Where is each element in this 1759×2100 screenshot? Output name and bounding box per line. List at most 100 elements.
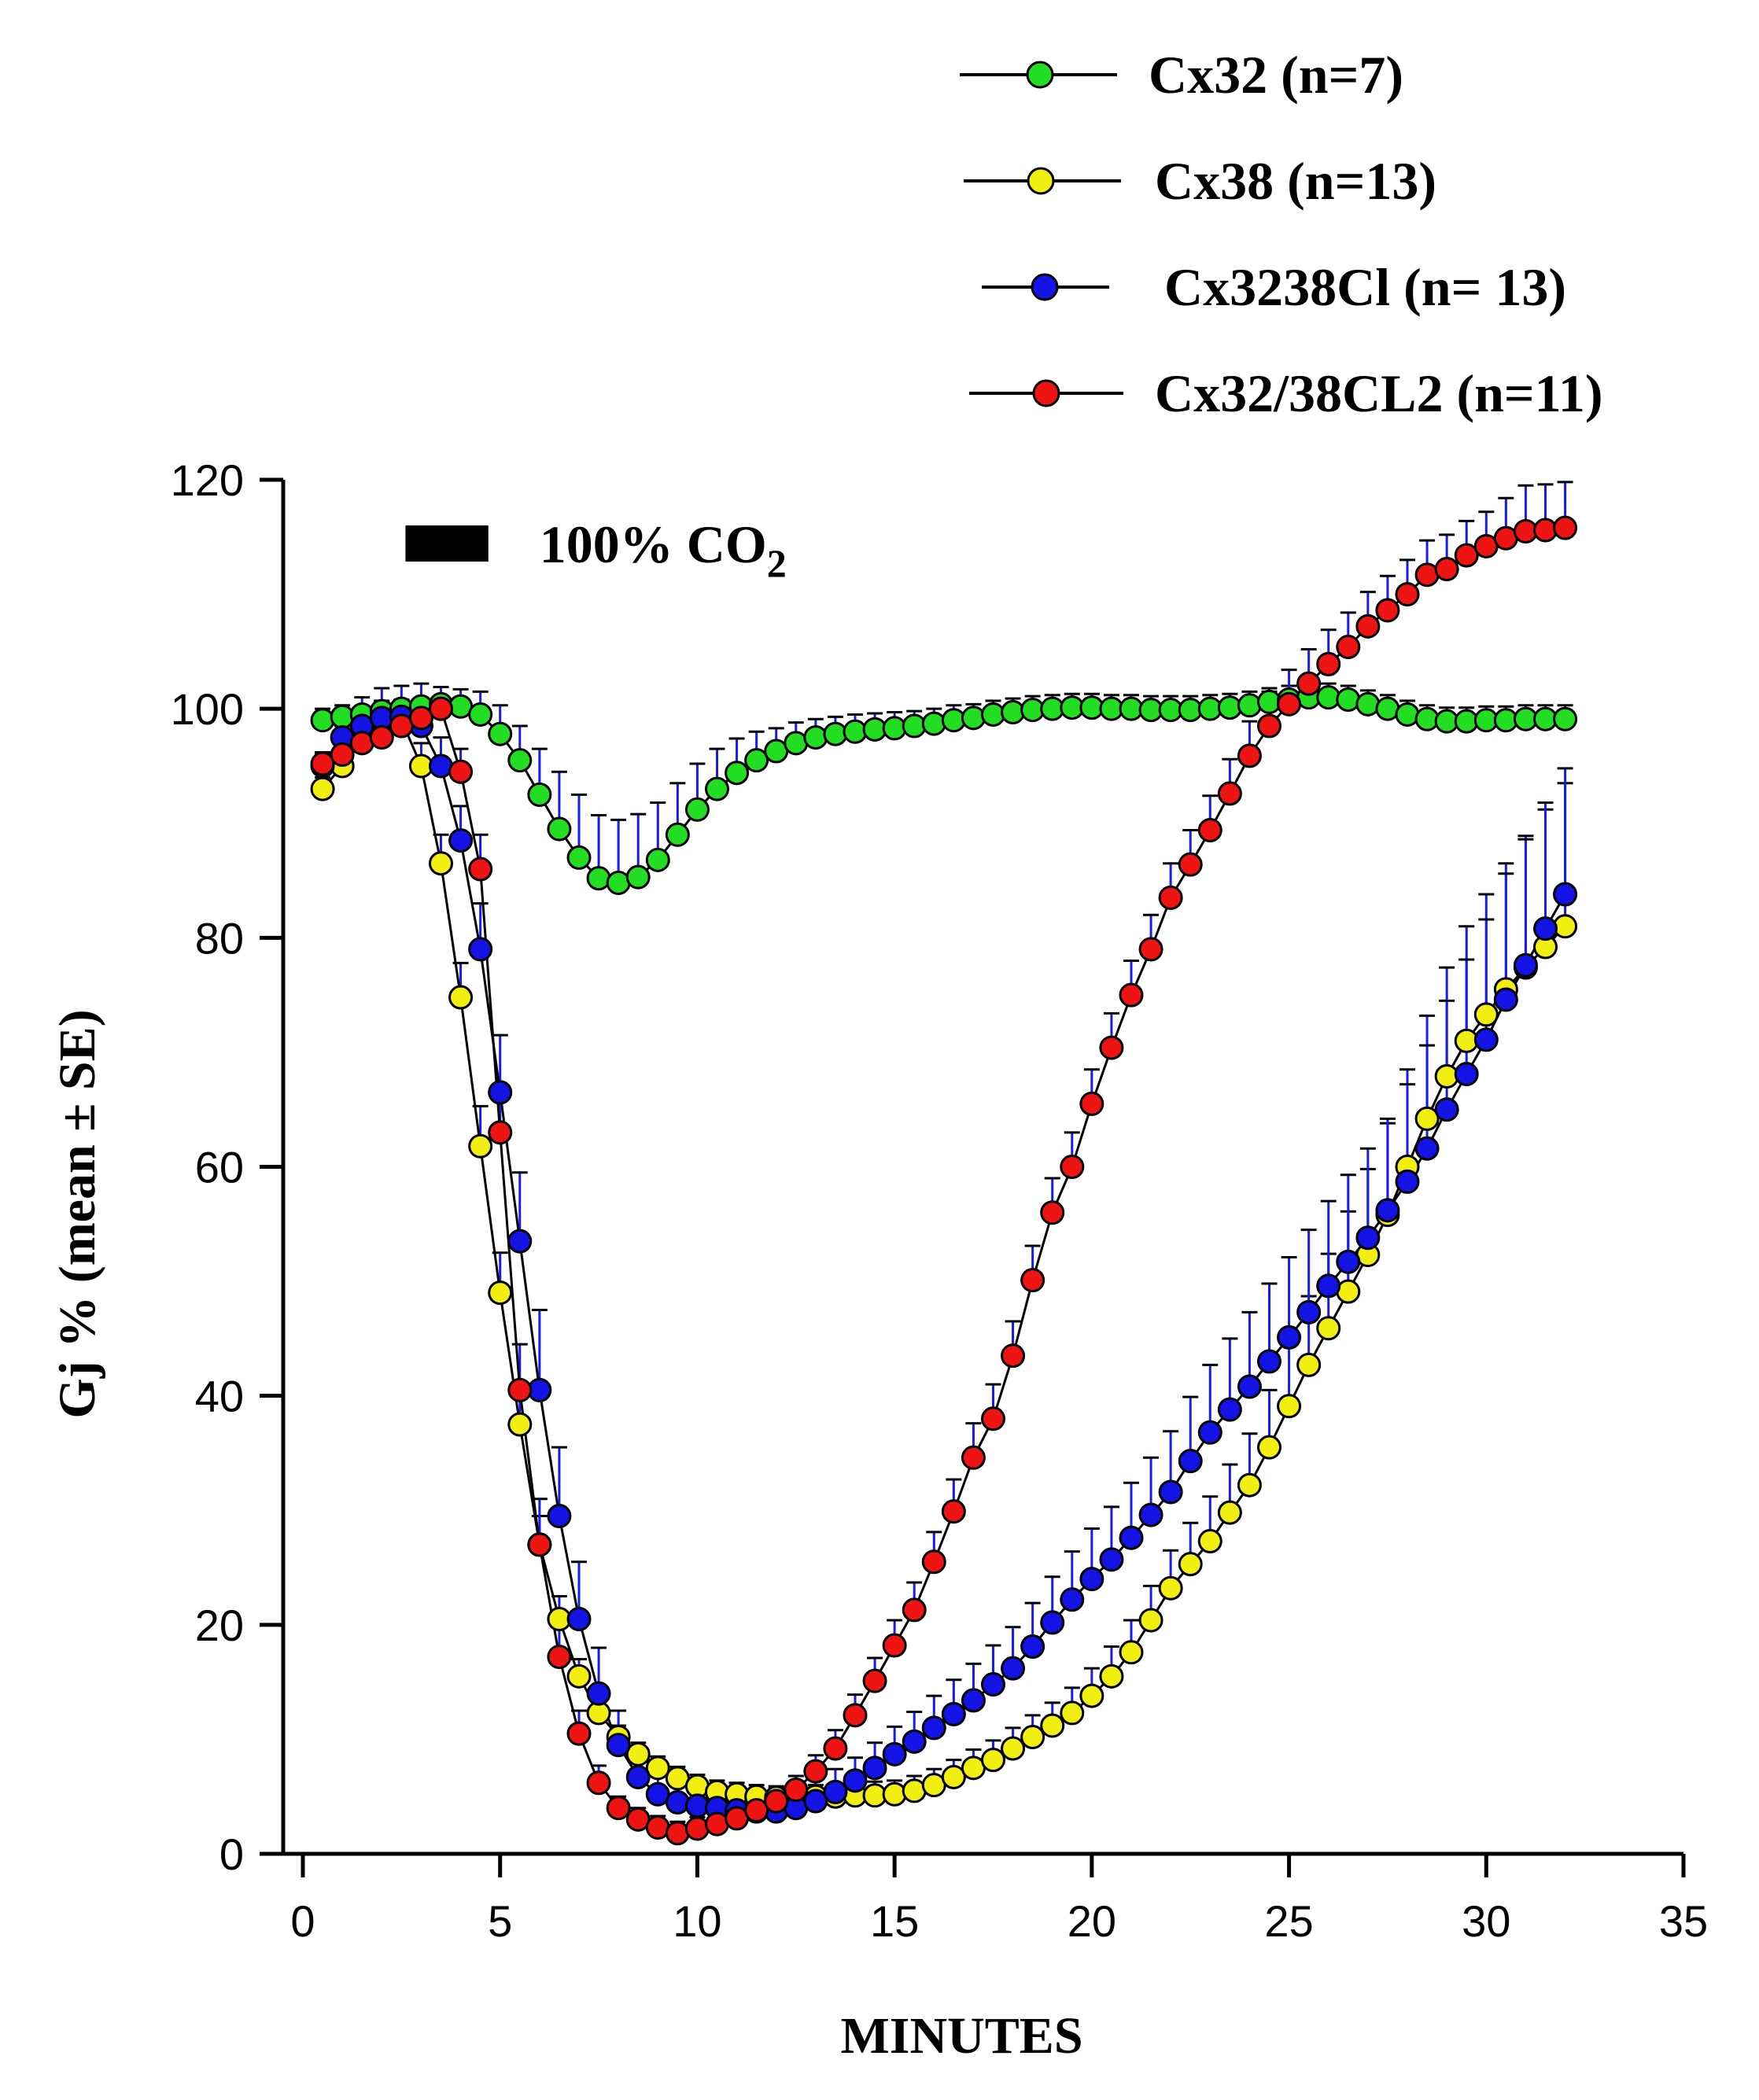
data-point xyxy=(1079,1567,1104,1592)
data-point xyxy=(1296,671,1322,696)
data-point xyxy=(803,1759,828,1784)
data-point xyxy=(468,702,493,727)
legend-marker xyxy=(1031,273,1059,301)
data-point xyxy=(488,1280,513,1306)
data-point xyxy=(1237,743,1262,768)
data-point xyxy=(429,696,453,721)
series-line xyxy=(321,715,1566,1813)
data-point xyxy=(1119,1640,1144,1665)
x-tick-label: 20 xyxy=(1068,1896,1116,1946)
data-point xyxy=(1533,518,1558,543)
y-tick-label: 80 xyxy=(195,913,244,963)
data-point xyxy=(1237,1472,1262,1498)
data-point xyxy=(862,1756,887,1781)
data-point xyxy=(448,985,474,1010)
data-point xyxy=(448,759,474,784)
data-point xyxy=(488,1080,513,1105)
data-point xyxy=(902,1729,927,1754)
data-point xyxy=(1553,882,1578,907)
data-point xyxy=(941,708,966,733)
data-point xyxy=(1553,515,1578,540)
data-point xyxy=(1197,1420,1222,1445)
data-point xyxy=(488,721,513,746)
data-point xyxy=(843,1768,868,1793)
data-point xyxy=(625,864,651,890)
data-point xyxy=(1197,817,1222,842)
co2-annotation: 100% CO2 xyxy=(405,514,787,585)
data-point xyxy=(1395,702,1420,727)
data-point xyxy=(1158,1575,1183,1601)
data-point xyxy=(1099,1663,1124,1689)
legend-label: Cx38 (n=13) xyxy=(1155,151,1436,211)
legend-entry: Cx38 (n=13) xyxy=(964,151,1436,211)
data-point xyxy=(1040,1713,1065,1738)
data-point xyxy=(1217,1397,1242,1422)
legend-label: Cx32/38CL2 (n=11) xyxy=(1155,363,1603,423)
data-point xyxy=(941,1764,966,1789)
y-axis-title: Gj % (mean ± SE) xyxy=(49,1009,106,1418)
data-point xyxy=(803,725,828,750)
data-point xyxy=(1040,1200,1065,1225)
data-point xyxy=(1138,1502,1163,1527)
data-point xyxy=(1178,852,1203,877)
data-point xyxy=(1434,557,1459,582)
legend-marker xyxy=(1032,379,1060,407)
series-line xyxy=(322,526,1565,1835)
data-point xyxy=(1040,1610,1065,1635)
legend-label: Cx3238Cl (n= 13) xyxy=(1164,257,1566,317)
data-point xyxy=(1395,582,1420,607)
data-point xyxy=(684,797,710,822)
data-point xyxy=(1473,1002,1499,1027)
data-point xyxy=(1513,952,1538,978)
data-point xyxy=(625,1764,651,1789)
data-point xyxy=(1237,693,1262,718)
data-point xyxy=(921,711,946,736)
data-point xyxy=(507,1229,533,1254)
data-point xyxy=(744,1798,769,1823)
data-point xyxy=(1336,687,1361,713)
y-tick-label: 120 xyxy=(171,455,244,505)
data-point xyxy=(1296,1352,1322,1377)
data-point xyxy=(1178,1449,1203,1474)
data-point xyxy=(1375,1198,1400,1223)
data-point xyxy=(566,1721,592,1746)
data-point xyxy=(981,1672,1005,1697)
data-point xyxy=(981,1748,1005,1773)
x-axis-title: MINUTES xyxy=(840,2007,1082,2065)
data-point xyxy=(1099,1547,1124,1572)
legend-marker xyxy=(1027,167,1055,195)
data-point xyxy=(882,716,907,741)
data-point xyxy=(803,1789,828,1814)
data-point xyxy=(1217,695,1242,720)
data-point xyxy=(507,1412,533,1437)
data-point xyxy=(1237,1374,1262,1399)
data-point xyxy=(1001,1343,1026,1369)
data-point xyxy=(1296,1299,1322,1324)
data-point xyxy=(1119,1525,1144,1550)
x-tick-label: 5 xyxy=(488,1896,512,1946)
data-point xyxy=(586,1681,611,1706)
data-point xyxy=(1079,1091,1104,1116)
data-point xyxy=(823,721,848,746)
x-tick-label: 10 xyxy=(673,1896,721,1946)
data-point xyxy=(882,1741,907,1767)
data-point xyxy=(468,857,493,882)
data-point xyxy=(921,1715,946,1741)
data-point xyxy=(1434,1097,1459,1122)
data-point xyxy=(981,1406,1005,1431)
data-point xyxy=(330,742,355,767)
data-point xyxy=(1316,651,1341,676)
data-point xyxy=(744,748,769,773)
data-point xyxy=(921,1549,946,1575)
data-point xyxy=(645,1756,670,1781)
data-point xyxy=(606,1796,631,1821)
data-point xyxy=(1217,781,1242,806)
data-point xyxy=(1257,1435,1281,1460)
data-point xyxy=(1060,1155,1085,1179)
data-point xyxy=(527,1532,552,1557)
data-point xyxy=(665,822,690,847)
data-point xyxy=(1375,598,1400,623)
data-point xyxy=(902,1597,927,1623)
y-tick-label: 40 xyxy=(195,1372,244,1421)
series-points xyxy=(310,515,1578,1846)
